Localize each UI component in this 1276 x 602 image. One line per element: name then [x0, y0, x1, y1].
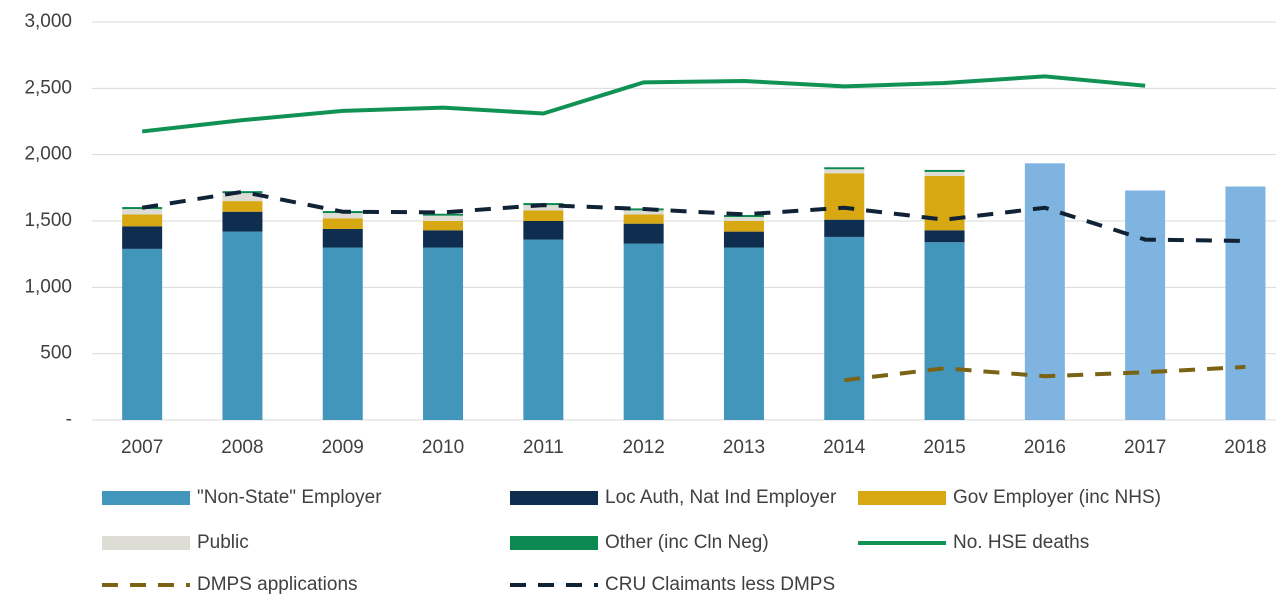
bar-segment	[423, 247, 464, 420]
x-tick-label: 2008	[221, 437, 263, 458]
bar-segment	[623, 243, 664, 420]
y-tick-label: -	[66, 409, 72, 430]
bar-segment	[222, 201, 263, 212]
bar-segment	[723, 231, 764, 248]
legend-label: Other (inc Cln Neg)	[605, 532, 769, 553]
line-series	[844, 364, 1246, 383]
bar-segment	[322, 247, 363, 420]
x-tick-label: 2007	[121, 437, 163, 458]
legend-swatch	[102, 491, 190, 505]
bar-segment	[222, 191, 263, 194]
bar-segment	[824, 173, 865, 220]
legend-label: Public	[197, 532, 249, 553]
bar-segment	[623, 214, 664, 224]
line-series	[141, 189, 1246, 243]
bar-segment	[423, 215, 464, 221]
bar-segment	[423, 213, 464, 216]
bar-segment	[322, 228, 363, 248]
bar-segment	[523, 205, 564, 211]
x-tick-label: 2015	[923, 437, 965, 458]
bar-segment	[122, 226, 163, 249]
legend-swatch	[510, 536, 598, 550]
bar-segment	[222, 193, 263, 202]
x-tick-label: 2017	[1124, 437, 1166, 458]
bar-segment	[623, 210, 664, 215]
bar-segment	[824, 169, 865, 174]
y-tick-label: 3,000	[24, 11, 72, 32]
y-tick-label: 1,500	[24, 210, 72, 231]
bar-segment	[924, 175, 965, 231]
bar-segment	[122, 209, 163, 215]
bar-segment	[824, 167, 865, 170]
bar-segment	[723, 217, 764, 221]
bar-segment	[523, 239, 564, 420]
bar-segment	[924, 169, 965, 172]
bar-segment	[723, 247, 764, 420]
bar-segment	[824, 219, 865, 237]
legend-swatch	[510, 491, 598, 505]
bar-segment	[122, 248, 163, 420]
bar-segment	[1125, 190, 1166, 420]
line-series	[141, 74, 1146, 134]
bar-segment	[1225, 186, 1266, 420]
x-tick-label: 2009	[322, 437, 364, 458]
x-tick-label: 2011	[523, 437, 564, 458]
bar-segment	[723, 215, 764, 218]
legend-swatch	[858, 491, 946, 505]
x-tick-label: 2010	[422, 437, 464, 458]
legend-label: DMPS applications	[197, 574, 358, 595]
y-tick-label: 2,000	[24, 144, 72, 165]
x-tick-label: 2016	[1024, 437, 1066, 458]
y-tick-label: 2,500	[24, 77, 72, 98]
x-tick-label: 2014	[823, 437, 866, 458]
y-tick-label: 500	[40, 343, 72, 364]
legend-swatch	[102, 536, 190, 550]
bar-segment	[523, 210, 564, 221]
bar-segment	[924, 230, 965, 243]
bar-segment	[423, 221, 464, 231]
legend-label: No. HSE deaths	[953, 532, 1089, 553]
bar-segment	[1024, 163, 1065, 421]
legend-label: "Non-State" Employer	[197, 487, 382, 508]
bar-segment	[623, 223, 664, 244]
bar-segment	[322, 213, 363, 219]
bar-segment	[122, 214, 163, 227]
x-tick-label: 2012	[623, 437, 665, 458]
bar-segment	[723, 221, 764, 232]
bar-segment	[322, 218, 363, 229]
bar-segment	[122, 207, 163, 210]
x-tick-label: 2018	[1224, 437, 1266, 458]
bar-segment	[924, 171, 965, 176]
bar-segment	[222, 211, 263, 232]
legend-label: Loc Auth, Nat Ind Employer	[605, 487, 837, 508]
legend-label: CRU Claimants less DMPS	[605, 574, 835, 595]
bar-segment	[523, 221, 564, 240]
y-tick-label: 1,000	[24, 276, 72, 297]
bar-segment	[824, 236, 865, 420]
bar-segment	[423, 230, 464, 248]
x-tick-label: 2013	[723, 437, 765, 458]
legend-label: Gov Employer (inc NHS)	[953, 487, 1161, 508]
bar-segment	[222, 231, 263, 420]
bar-segment	[924, 242, 965, 420]
